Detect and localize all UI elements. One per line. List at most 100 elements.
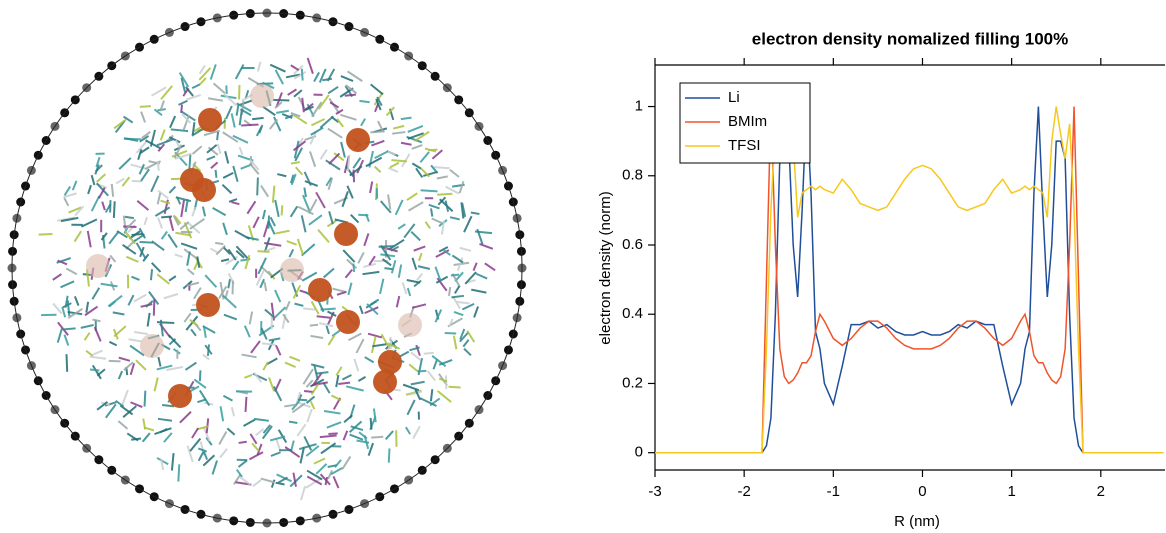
bond: [262, 361, 269, 371]
bond: [355, 338, 365, 354]
bond: [262, 105, 276, 117]
bond: [85, 349, 94, 357]
bond: [368, 255, 376, 266]
bond: [259, 265, 273, 278]
bond: [156, 161, 160, 171]
bond: [91, 364, 102, 380]
bond: [184, 361, 197, 371]
bond: [448, 318, 454, 327]
y-tick-label: 0.6: [622, 236, 643, 253]
bond: [85, 301, 90, 313]
bond: [121, 176, 131, 187]
y-tick-label: 0: [635, 444, 643, 461]
bond: [403, 223, 416, 239]
bond: [319, 434, 337, 439]
bond: [235, 245, 249, 259]
bond: [390, 245, 400, 252]
bond: [430, 208, 434, 217]
bond: [313, 457, 326, 465]
bond: [397, 223, 406, 230]
bond: [203, 451, 209, 461]
bond: [313, 71, 320, 83]
bond: [227, 248, 237, 261]
bond: [222, 172, 234, 179]
bond: [90, 174, 96, 186]
bond: [433, 166, 450, 170]
bond: [157, 356, 162, 367]
bond: [284, 446, 301, 458]
bond: [218, 431, 228, 445]
bond: [426, 370, 436, 382]
bond: [345, 84, 358, 95]
bond: [319, 473, 331, 486]
bond: [406, 399, 416, 416]
bond: [63, 334, 70, 346]
bond: [423, 351, 434, 355]
bond: [244, 396, 248, 412]
bond: [269, 216, 276, 227]
bond: [57, 321, 69, 336]
bond: [300, 68, 304, 81]
bond: [191, 206, 197, 217]
bond: [329, 101, 340, 109]
bond: [100, 282, 118, 288]
bond: [276, 109, 289, 114]
bond: [212, 82, 226, 94]
bond: [251, 442, 260, 452]
bond: [323, 409, 341, 415]
bond: [384, 267, 394, 271]
bond: [303, 171, 312, 187]
bond: [484, 262, 496, 272]
bond: [303, 187, 307, 198]
bond: [261, 342, 276, 346]
bond: [255, 269, 266, 286]
bond: [67, 307, 83, 319]
bond: [244, 254, 251, 270]
bond: [312, 381, 328, 387]
bond: [202, 454, 216, 467]
bond: [318, 68, 327, 83]
bond: [135, 359, 147, 371]
bond: [211, 460, 218, 475]
bond: [171, 150, 188, 158]
bond: [330, 466, 343, 476]
bond: [196, 256, 201, 268]
bond: [444, 200, 450, 212]
atom: [140, 334, 164, 358]
bond: [397, 264, 403, 278]
bond: [215, 241, 224, 246]
bond: [163, 293, 179, 300]
bond: [156, 192, 162, 205]
bond: [227, 278, 232, 289]
bond: [417, 265, 431, 270]
bond: [415, 344, 421, 357]
bond: [142, 418, 147, 430]
bond: [168, 275, 177, 282]
bond: [131, 232, 143, 237]
bond: [222, 294, 237, 309]
bond: [424, 221, 432, 230]
bond: [431, 355, 447, 368]
bond: [115, 399, 125, 408]
bond: [90, 195, 101, 212]
bond: [86, 230, 92, 248]
bond: [63, 197, 70, 207]
bond: [268, 337, 281, 342]
bond: [139, 168, 150, 182]
bond: [97, 187, 106, 199]
bond: [137, 148, 143, 161]
bond: [290, 440, 295, 452]
bond: [415, 167, 424, 179]
bond: [401, 282, 408, 295]
bond: [418, 252, 423, 262]
bond: [413, 279, 422, 288]
bond: [370, 83, 384, 96]
bond: [263, 281, 268, 292]
bond: [156, 273, 170, 285]
bond: [419, 397, 437, 407]
bond: [186, 251, 191, 266]
bond: [310, 363, 325, 369]
bond: [294, 147, 303, 162]
legend-label: TFSI: [728, 137, 761, 154]
bond: [64, 295, 69, 308]
